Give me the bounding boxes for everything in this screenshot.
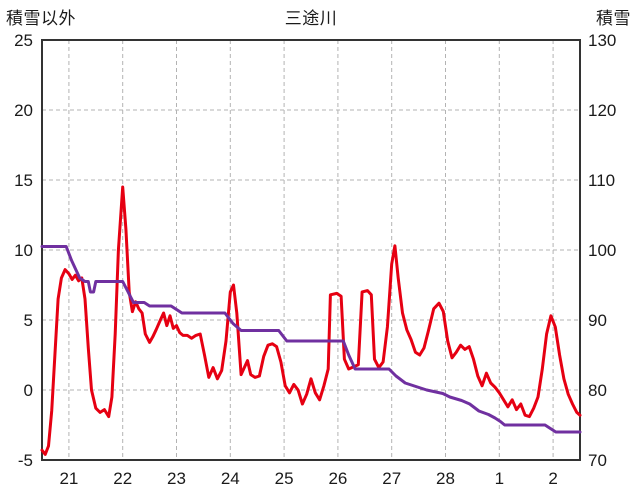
- chart-title: 三途川: [284, 9, 338, 28]
- x-axis-tick-label: 24: [221, 469, 240, 488]
- left-axis-tick-label: 15: [14, 171, 33, 190]
- right-axis-title: 積雪: [596, 9, 631, 28]
- x-axis-tick-label: 25: [275, 469, 294, 488]
- x-axis-tick-label: 28: [436, 469, 455, 488]
- right-axis-tick-label: 90: [588, 311, 607, 330]
- red-series-line: [40, 185, 582, 456]
- x-axis-tick-label: 2: [548, 469, 557, 488]
- right-axis-tick-label: 80: [588, 381, 607, 400]
- left-axis-tick-label: 5: [24, 311, 33, 330]
- plot-frame: [41, 39, 581, 461]
- left-axis-tick-label: 20: [14, 101, 33, 120]
- left-axis-tick-label: 25: [14, 31, 33, 50]
- x-axis-tick-label: 26: [328, 469, 347, 488]
- purple-series-line: [40, 245, 582, 434]
- x-axis-tick-label: 22: [113, 469, 132, 488]
- x-axis-tick-label: 27: [382, 469, 401, 488]
- right-axis-tick-label: 70: [588, 451, 607, 470]
- x-axis-tick-label: 1: [495, 469, 504, 488]
- left-axis-tick-label: 10: [14, 241, 33, 260]
- x-axis-tick-label: 21: [59, 469, 78, 488]
- x-axis-tick-label: 23: [167, 469, 186, 488]
- right-axis-tick-label: 100: [588, 241, 616, 260]
- left-axis-title: 積雪以外: [6, 9, 76, 28]
- right-axis-tick-label: 110: [588, 171, 615, 190]
- left-axis-tick-label: -5: [18, 451, 33, 470]
- right-axis-tick-label: 130: [588, 31, 616, 50]
- right-axis-tick-label: 120: [588, 101, 616, 120]
- left-axis-tick-label: 0: [24, 381, 33, 400]
